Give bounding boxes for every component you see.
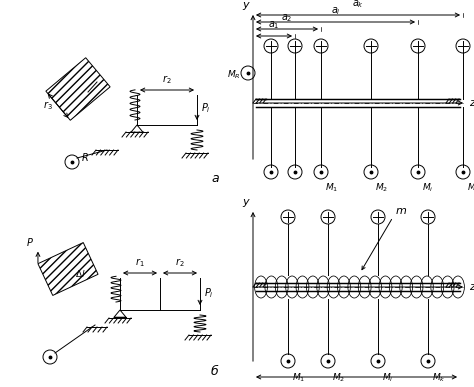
- Text: $y$: $y$: [242, 0, 250, 12]
- Text: $\Delta l$: $\Delta l$: [75, 268, 85, 279]
- Text: $a$: $a$: [210, 172, 219, 185]
- Text: $M_1$: $M_1$: [325, 182, 338, 195]
- Text: $z$: $z$: [469, 98, 474, 108]
- Text: $r_2$: $r_2$: [162, 73, 172, 86]
- Text: $a_k$: $a_k$: [352, 0, 364, 10]
- Text: $a_1$: $a_1$: [268, 19, 280, 31]
- Text: $l$: $l$: [354, 385, 359, 387]
- Text: $m$: $m$: [395, 206, 407, 216]
- Text: $M_k$: $M_k$: [467, 182, 474, 195]
- Text: $a_2$: $a_2$: [281, 12, 293, 24]
- Text: $r_2$: $r_2$: [175, 256, 185, 269]
- Text: $M_i$: $M_i$: [382, 371, 393, 384]
- Text: $M_2$: $M_2$: [375, 182, 388, 195]
- Text: $a_i$: $a_i$: [330, 5, 340, 17]
- Text: $r_1$: $r_1$: [135, 256, 145, 269]
- Text: $M_i$: $M_i$: [422, 182, 434, 195]
- Text: $P$: $P$: [26, 236, 34, 248]
- Text: $б$: $б$: [210, 363, 219, 378]
- Text: $r_3$: $r_3$: [43, 99, 53, 112]
- Text: $z$: $z$: [469, 282, 474, 292]
- Text: $M_2$: $M_2$: [332, 371, 345, 384]
- Text: $y$: $y$: [242, 197, 250, 209]
- Text: $M_k$: $M_k$: [432, 371, 446, 384]
- Text: $R$: $R$: [81, 151, 89, 163]
- Text: $P_i$: $P_i$: [204, 286, 214, 300]
- Text: $M_R$: $M_R$: [227, 69, 241, 81]
- Text: $M_1$: $M_1$: [292, 371, 305, 384]
- Text: $P_i$: $P_i$: [201, 101, 211, 115]
